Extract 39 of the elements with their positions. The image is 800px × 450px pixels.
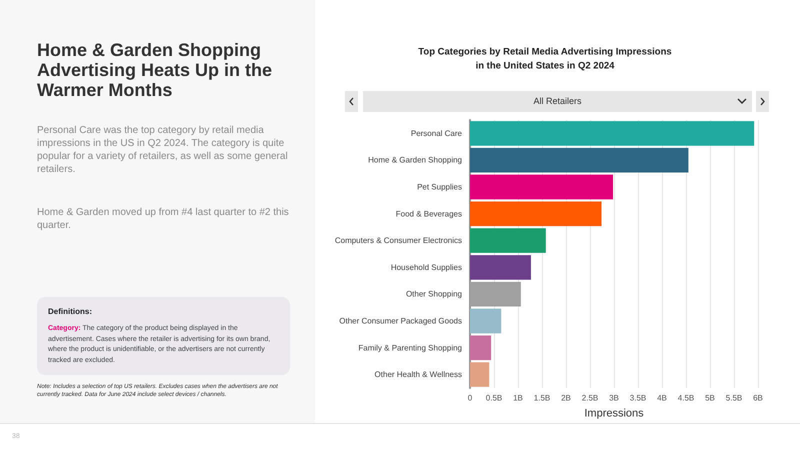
x-tick-label: 0 xyxy=(468,394,473,402)
text: Home & Garden moved up from #4 last quarter to #2 this quarter. xyxy=(37,206,290,232)
x-tick-label: 0.5B xyxy=(486,394,502,402)
bar xyxy=(470,148,688,173)
x-tick-label: 6B xyxy=(753,394,763,402)
bar xyxy=(470,121,754,146)
text: All Retailers xyxy=(363,91,752,112)
x-tick-label: 1B xyxy=(513,394,523,402)
y-tick-label: Home & Garden Shopping xyxy=(368,156,462,165)
x-tick-label: 5B xyxy=(705,394,715,402)
y-tick-label: Family & Parenting Shopping xyxy=(358,343,462,352)
x-tick-label: 4B xyxy=(657,394,667,402)
x-tick-label: 4.5B xyxy=(678,394,694,402)
y-tick-label: Personal Care xyxy=(410,128,463,138)
y-tick-label: Household Supplies xyxy=(390,262,462,272)
text: Personal Care was the top category by retail media impressions in the US in Q2 2024. The category is quite popular for a variety of retailers, as well as some general retailers. xyxy=(37,124,289,176)
y-tick-label: Computers & Consumer Electronics xyxy=(334,236,462,246)
bar xyxy=(470,201,602,226)
x-axis-title: Impressions xyxy=(584,408,644,420)
bar xyxy=(470,362,490,387)
y-tick-label: Other Health & Wellness xyxy=(374,370,462,380)
y-tick-label: Other Shopping xyxy=(406,290,462,299)
bar xyxy=(470,228,546,253)
bar xyxy=(470,174,614,200)
x-tick-label: 2B xyxy=(561,394,571,402)
y-tick-label: Pet Supplies xyxy=(417,182,462,192)
bar xyxy=(470,335,492,360)
y-tick-label: Food & Beverages xyxy=(396,209,462,218)
x-tick-label: 3B xyxy=(609,394,619,402)
text: Definitions: xyxy=(48,307,92,316)
x-tick-label: 5.5B xyxy=(726,394,742,402)
x-tick-label: 2.5B xyxy=(582,394,598,402)
bar xyxy=(470,255,531,280)
x-tick-label: 1.5B xyxy=(534,394,550,402)
x-tick-label: 3.5B xyxy=(630,394,646,402)
text: Home & Garden Shopping Advertising Heats Up in the Warmer Months xyxy=(37,40,274,100)
bar xyxy=(470,308,502,334)
y-tick-label: Other Consumer Packaged Goods xyxy=(339,316,462,326)
chart-title: Top Categories by Retail Media Advertising Impressions in the United States in Q2 2024 xyxy=(418,46,672,72)
